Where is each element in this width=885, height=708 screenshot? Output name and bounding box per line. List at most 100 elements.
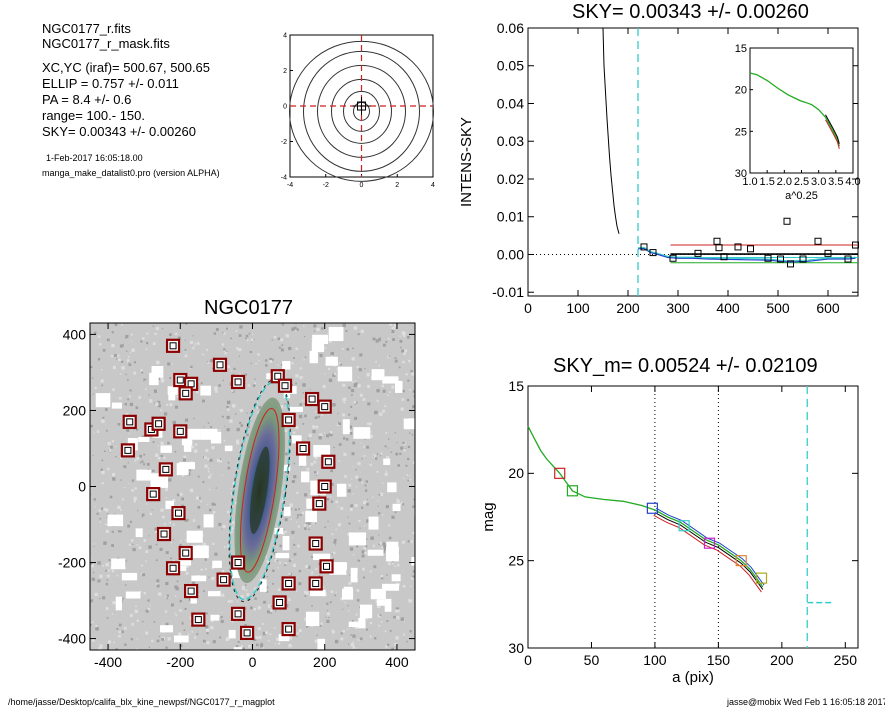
image-noise-speck bbox=[374, 637, 377, 640]
image-noise-speck bbox=[116, 574, 119, 577]
image-noise-speck bbox=[363, 455, 366, 457]
image-noise-speck bbox=[119, 373, 122, 375]
image-mask-patch bbox=[200, 385, 212, 396]
image-noise-speck bbox=[122, 597, 125, 600]
image-noise-speck bbox=[410, 437, 412, 439]
image-noise-speck bbox=[244, 624, 247, 627]
image-noise-speck bbox=[412, 531, 415, 535]
image-noise-speck bbox=[293, 328, 297, 332]
image-noise-speck bbox=[265, 631, 268, 635]
image-noise-speck bbox=[334, 373, 337, 376]
image-noise-speck bbox=[295, 374, 299, 378]
image-noise-speck bbox=[238, 348, 242, 352]
image-noise-speck bbox=[157, 456, 161, 460]
image-mask-patch bbox=[325, 356, 338, 366]
image-noise-speck bbox=[210, 426, 213, 429]
image-mask-patch bbox=[403, 418, 415, 430]
masked-star bbox=[281, 412, 296, 428]
image-noise-speck bbox=[349, 574, 351, 576]
image-noise-speck bbox=[342, 413, 346, 417]
masked-star-inner bbox=[160, 530, 168, 538]
image-noise-speck bbox=[307, 438, 309, 440]
masked-star bbox=[281, 576, 296, 591]
image-noise-speck bbox=[246, 339, 249, 342]
image-mask-patch bbox=[370, 588, 386, 600]
image-noise-speck bbox=[139, 454, 142, 458]
image-noise-speck bbox=[291, 504, 293, 506]
image-noise-speck bbox=[203, 426, 205, 428]
image-noise-speck bbox=[97, 561, 101, 565]
image-noise-speck bbox=[398, 366, 401, 369]
image-noise-speck bbox=[314, 471, 317, 474]
image-noise-speck bbox=[377, 604, 381, 609]
image-noise-speck bbox=[385, 505, 389, 509]
image-noise-speck bbox=[128, 395, 131, 398]
mag-marker-red bbox=[554, 467, 566, 479]
image-noise-speck bbox=[303, 403, 305, 405]
image-noise-speck bbox=[269, 357, 273, 361]
footer-user-stamp: jasse@mobix Wed Feb 1 16:05:18 2017 bbox=[727, 697, 885, 707]
image-noise-speck bbox=[327, 610, 329, 612]
image-noise-speck bbox=[213, 332, 217, 335]
image-noise-speck bbox=[374, 410, 378, 415]
image-noise-speck bbox=[410, 369, 413, 373]
image-noise-speck bbox=[126, 359, 130, 362]
sky-xtick-label: 500 bbox=[766, 300, 790, 316]
image-noise-speck bbox=[221, 474, 223, 476]
image-noise-speck bbox=[114, 513, 116, 515]
image-noise-speck bbox=[328, 378, 333, 383]
image-noise-speck bbox=[361, 457, 363, 460]
masked-star-inner bbox=[308, 395, 316, 403]
image-noise-speck bbox=[293, 552, 297, 556]
image-noise-speck bbox=[225, 351, 228, 354]
inset-xtick-label: 1.0 bbox=[742, 176, 757, 188]
image-noise-speck bbox=[103, 507, 106, 511]
image-noise-speck bbox=[222, 379, 225, 382]
image-noise-speck bbox=[230, 487, 232, 489]
image-noise-speck bbox=[198, 593, 201, 595]
image-noise-speck bbox=[352, 634, 356, 638]
image-noise-speck bbox=[95, 625, 98, 627]
masked-star bbox=[295, 441, 311, 456]
image-noise-speck bbox=[403, 335, 405, 338]
image-noise-speck bbox=[135, 406, 139, 410]
image-noise-speck bbox=[159, 547, 163, 551]
masked-star-inner bbox=[274, 372, 282, 380]
sky-xtick-label: 300 bbox=[666, 300, 690, 316]
sky-ytick-label: 0.00 bbox=[497, 246, 524, 262]
image-noise-speck bbox=[162, 328, 164, 330]
image-noise-speck bbox=[340, 597, 343, 601]
image-mask-patch bbox=[135, 528, 143, 538]
image-noise-speck bbox=[226, 408, 230, 411]
image-noise-speck bbox=[100, 368, 103, 371]
masked-star bbox=[317, 399, 332, 414]
image-noise-speck bbox=[341, 347, 344, 350]
image-mask-patch bbox=[336, 562, 348, 570]
image-noise-speck bbox=[381, 577, 384, 580]
image-noise-speck bbox=[379, 614, 382, 617]
image-noise-speck bbox=[141, 513, 145, 517]
image-noise-speck bbox=[111, 544, 115, 547]
image-noise-speck bbox=[161, 381, 163, 383]
image-noise-speck bbox=[192, 335, 194, 337]
image-noise-speck bbox=[141, 435, 145, 439]
image-noise-speck bbox=[90, 493, 92, 495]
image-noise-speck bbox=[172, 560, 175, 562]
pa-info: PA = 8.4 +/- 0.6 bbox=[42, 92, 132, 107]
image-noise-speck bbox=[91, 377, 94, 379]
image-noise-speck bbox=[187, 633, 190, 635]
image-noise-speck bbox=[351, 394, 353, 396]
image-noise-speck bbox=[109, 495, 113, 499]
image-noise-speck bbox=[244, 607, 247, 610]
masked-star bbox=[184, 583, 199, 599]
image-noise-speck bbox=[363, 576, 366, 579]
image-noise-speck bbox=[258, 635, 262, 639]
image-noise-speck bbox=[347, 489, 351, 493]
image-noise-speck bbox=[115, 445, 117, 448]
image-noise-speck bbox=[131, 623, 135, 626]
image-noise-speck bbox=[399, 346, 402, 349]
image-noise-speck bbox=[222, 524, 226, 529]
mag-marker-olive bbox=[755, 572, 768, 584]
image-noise-speck bbox=[223, 439, 226, 442]
image-noise-speck bbox=[166, 594, 169, 597]
